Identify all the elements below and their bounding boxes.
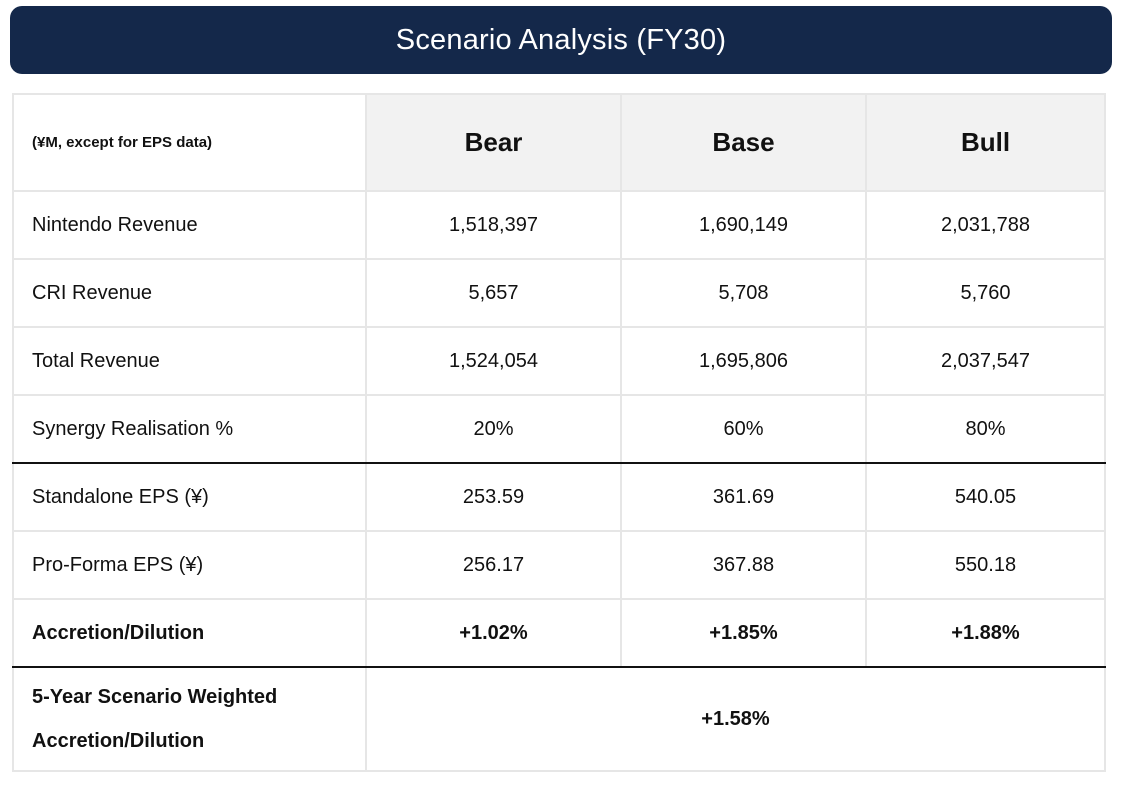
row-label: Accretion/Dilution bbox=[12, 598, 367, 668]
bull-value: 2,031,788 bbox=[865, 190, 1106, 260]
table-row-standalone-eps: Standalone EPS (¥) 253.59 361.69 540.05 bbox=[12, 462, 1106, 532]
row-label: Standalone EPS (¥) bbox=[12, 462, 367, 532]
row-label: Total Revenue bbox=[12, 326, 367, 396]
bull-value: +1.88% bbox=[865, 598, 1106, 668]
table-row-weighted-accretion: 5-Year Scenario Weighted Accretion/Dilut… bbox=[12, 666, 1106, 772]
base-value: 60% bbox=[620, 394, 867, 464]
base-value: 367.88 bbox=[620, 530, 867, 600]
title-banner: Scenario Analysis (FY30) bbox=[10, 6, 1112, 74]
table-row-pro-forma-eps: Pro-Forma EPS (¥) 256.17 367.88 550.18 bbox=[12, 530, 1106, 600]
unit-label: (¥M, except for EPS data) bbox=[12, 93, 367, 192]
bear-value: 1,524,054 bbox=[365, 326, 622, 396]
bull-value: 80% bbox=[865, 394, 1106, 464]
base-value: 1,690,149 bbox=[620, 190, 867, 260]
bull-value: 5,760 bbox=[865, 258, 1106, 328]
row-label: Nintendo Revenue bbox=[12, 190, 367, 260]
column-header-bear: Bear bbox=[365, 93, 622, 192]
weighted-label-line-2: Accretion/Dilution bbox=[32, 730, 205, 752]
row-label: CRI Revenue bbox=[12, 258, 367, 328]
row-label: Synergy Realisation % bbox=[12, 394, 367, 464]
bear-value: 5,657 bbox=[365, 258, 622, 328]
table-row-total-revenue: Total Revenue 1,524,054 1,695,806 2,037,… bbox=[12, 326, 1106, 396]
scenario-table: (¥M, except for EPS data) Bear Base Bull… bbox=[12, 93, 1106, 772]
bull-value: 2,037,547 bbox=[865, 326, 1106, 396]
table-header-row: (¥M, except for EPS data) Bear Base Bull bbox=[12, 93, 1106, 192]
bear-value: 256.17 bbox=[365, 530, 622, 600]
base-value: 1,695,806 bbox=[620, 326, 867, 396]
table-row-accretion-dilution: Accretion/Dilution +1.02% +1.85% +1.88% bbox=[12, 598, 1106, 668]
weighted-row-label: 5-Year Scenario Weighted Accretion/Dilut… bbox=[12, 666, 367, 772]
column-header-bull: Bull bbox=[865, 93, 1106, 192]
base-value: +1.85% bbox=[620, 598, 867, 668]
base-value: 361.69 bbox=[620, 462, 867, 532]
weighted-label-line-1: 5-Year Scenario Weighted bbox=[32, 686, 278, 708]
bear-value: 20% bbox=[365, 394, 622, 464]
bull-value: 550.18 bbox=[865, 530, 1106, 600]
bear-value: 1,518,397 bbox=[365, 190, 622, 260]
bull-value: 540.05 bbox=[865, 462, 1106, 532]
table-row-synergy-realisation: Synergy Realisation % 20% 60% 80% bbox=[12, 394, 1106, 464]
row-label: Pro-Forma EPS (¥) bbox=[12, 530, 367, 600]
bear-value: +1.02% bbox=[365, 598, 622, 668]
column-header-base: Base bbox=[620, 93, 867, 192]
base-value: 5,708 bbox=[620, 258, 867, 328]
page-title: Scenario Analysis (FY30) bbox=[395, 23, 727, 56]
table-row-nintendo-revenue: Nintendo Revenue 1,518,397 1,690,149 2,0… bbox=[12, 190, 1106, 260]
weighted-value: +1.58% bbox=[365, 666, 1106, 772]
bear-value: 253.59 bbox=[365, 462, 622, 532]
table-row-cri-revenue: CRI Revenue 5,657 5,708 5,760 bbox=[12, 258, 1106, 328]
